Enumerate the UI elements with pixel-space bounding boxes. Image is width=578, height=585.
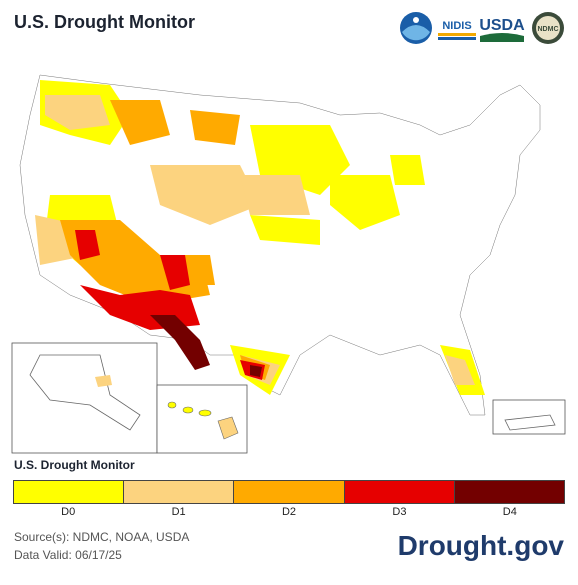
legend-label-d1: D1 (171, 506, 186, 518)
data-valid-text: Data Valid: 06/17/25 (14, 548, 122, 562)
legend-label-d4: D4 (502, 506, 517, 518)
nidis-logo[interactable]: NIDIS (438, 14, 476, 42)
legend-swatch-d2 (234, 481, 345, 503)
puerto-rico-shape (504, 414, 556, 431)
nidis-logo-text: NIDIS (442, 20, 471, 32)
source-text: Source(s): NDMC, NOAA, USDA (14, 530, 190, 544)
legend-label-d3: D3 (392, 506, 407, 518)
meta-info: Source(s): NDMC, NOAA, USDA Data Valid: … (14, 528, 189, 564)
legend-swatch-d4 (454, 481, 565, 503)
noaa-logo[interactable] (400, 12, 432, 44)
hawaii-islands (167, 401, 239, 440)
legend-title: U.S. Drought Monitor (14, 458, 135, 472)
legend-swatch-d3 (344, 481, 455, 503)
ndmc-logo-text: NDMC (538, 26, 559, 33)
drought-map (11, 74, 566, 454)
legend-swatch-d0 (14, 481, 125, 503)
site-link[interactable]: Drought.gov (397, 530, 564, 561)
partner-logos: NIDIS USDA NDMC (400, 12, 564, 44)
ndmc-logo[interactable]: NDMC (532, 12, 564, 44)
legend-bar (13, 480, 565, 504)
hawaii-inset (156, 384, 248, 454)
legend-swatch-d1 (124, 481, 235, 503)
usda-logo-text: USDA (479, 17, 525, 34)
legend-label-d2: D2 (281, 506, 297, 518)
legend-labels: D0 D1 D2 D3 D4 (13, 506, 565, 518)
legend-label-d0: D0 (61, 506, 76, 518)
map-title: U.S. Drought Monitor (14, 12, 195, 32)
alaska-shape (29, 354, 141, 431)
usda-logo[interactable]: USDA (479, 17, 525, 42)
d4-areas (150, 315, 262, 377)
